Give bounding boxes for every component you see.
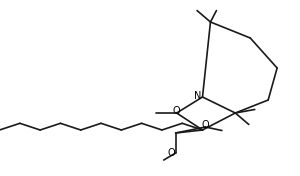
Text: O: O	[173, 106, 181, 116]
Text: N: N	[194, 91, 201, 101]
Text: O: O	[168, 148, 176, 158]
Text: O: O	[202, 120, 209, 130]
